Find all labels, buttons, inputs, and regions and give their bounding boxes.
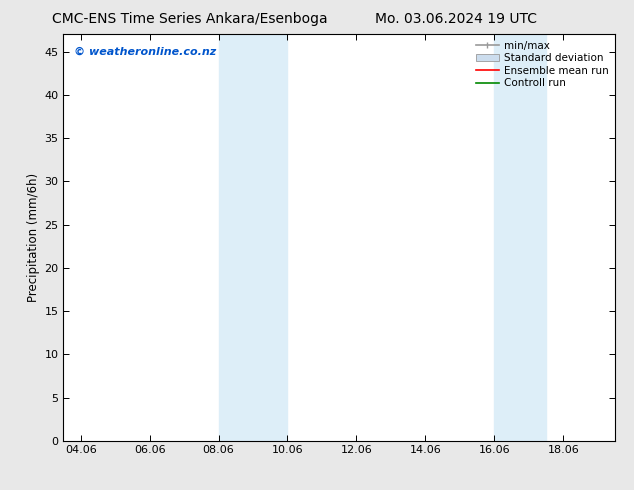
- Legend: min/max, Standard deviation, Ensemble mean run, Controll run: min/max, Standard deviation, Ensemble me…: [472, 36, 613, 93]
- Text: © weatheronline.co.nz: © weatheronline.co.nz: [74, 47, 217, 56]
- Bar: [495, 34, 546, 441]
- Text: CMC-ENS Time Series Ankara/Esenboga: CMC-ENS Time Series Ankara/Esenboga: [53, 12, 328, 26]
- Y-axis label: Precipitation (mm/6h): Precipitation (mm/6h): [27, 173, 40, 302]
- Bar: [219, 34, 287, 441]
- Text: Mo. 03.06.2024 19 UTC: Mo. 03.06.2024 19 UTC: [375, 12, 538, 26]
